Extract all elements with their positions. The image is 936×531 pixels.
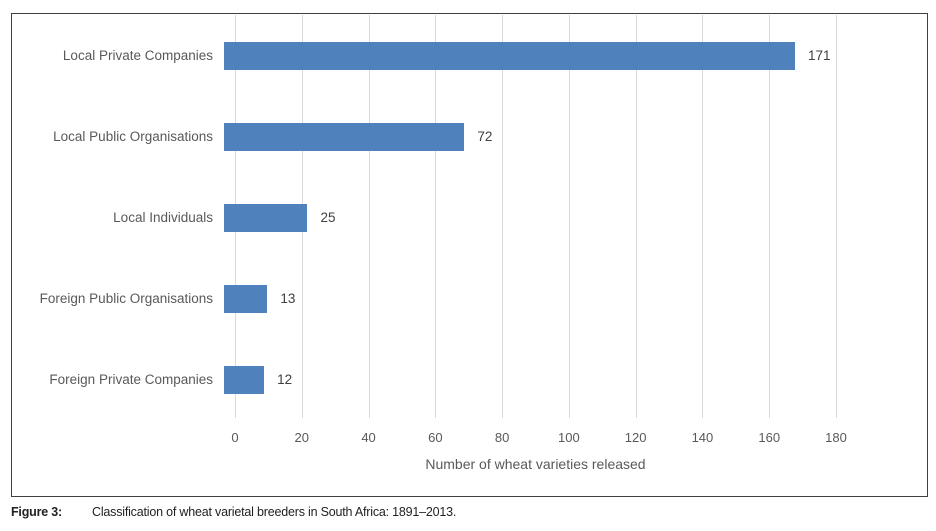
x-axis-title: Number of wheat varieties released — [425, 456, 646, 472]
bar-area: 25 — [224, 177, 336, 258]
gridline-x-140 — [702, 15, 704, 418]
x-tick-label: 20 — [294, 430, 309, 445]
bar-area: 13 — [224, 258, 295, 339]
gridline-x-180 — [836, 15, 837, 418]
bar — [224, 284, 268, 313]
bar-row: Local Individuals 25 — [12, 177, 927, 258]
x-tick-label: 160 — [758, 430, 781, 445]
x-tick-label: 180 — [825, 430, 847, 445]
x-tick-label: 140 — [691, 430, 714, 445]
value-label: 12 — [277, 372, 293, 387]
bar-row: Local Private Companies 171 — [12, 15, 927, 96]
category-label: Foreign Private Companies — [49, 372, 213, 387]
bar-area: 171 — [224, 15, 830, 96]
category-label: Local Individuals — [113, 210, 213, 225]
bar-chart: Local Private Companies 171 Local Public O… — [11, 13, 928, 497]
x-tick-label: 120 — [624, 430, 647, 445]
bar-row: Foreign Private Companies 12 — [12, 339, 927, 420]
value-label: 25 — [320, 210, 336, 225]
category-label: Local Private Companies — [62, 48, 213, 63]
gridline-x-60 — [435, 15, 437, 418]
figure-caption-text: Classification of wheat varietal breeder… — [92, 505, 457, 519]
figure-caption: Figure 3: Classification of wheat varieta… — [11, 505, 925, 519]
bar-row: Local Public Organisations 72 — [12, 96, 927, 177]
bar-row: Foreign Public Organisations 13 — [12, 258, 927, 339]
value-label: 13 — [280, 291, 296, 306]
bar — [224, 203, 308, 232]
x-tick-label: 60 — [428, 430, 443, 445]
bar-area: 12 — [224, 339, 292, 420]
x-tick-label: 40 — [361, 430, 376, 445]
x-tick-label: 100 — [558, 430, 580, 445]
category-label: Local Public Organisations — [53, 129, 213, 144]
category-label: Foreign Public Organisations — [39, 291, 213, 306]
bar-area: 72 — [224, 96, 492, 177]
gridline-x-120 — [635, 15, 637, 418]
gridline-x-160 — [769, 15, 771, 418]
gridline-x-100 — [568, 15, 570, 418]
bar — [224, 41, 795, 70]
x-tick-label: 0 — [231, 430, 239, 445]
bar — [224, 365, 265, 394]
value-label: 72 — [477, 129, 493, 144]
gridline-x-80 — [502, 15, 504, 418]
bar — [224, 122, 465, 151]
gridline-x-40 — [368, 15, 370, 418]
bar-rows: Local Private Companies 171 Local Public O… — [12, 15, 927, 420]
figure-caption-label: Figure 3: — [11, 505, 62, 519]
value-label: 171 — [807, 48, 831, 63]
x-tick-label: 80 — [494, 430, 510, 445]
